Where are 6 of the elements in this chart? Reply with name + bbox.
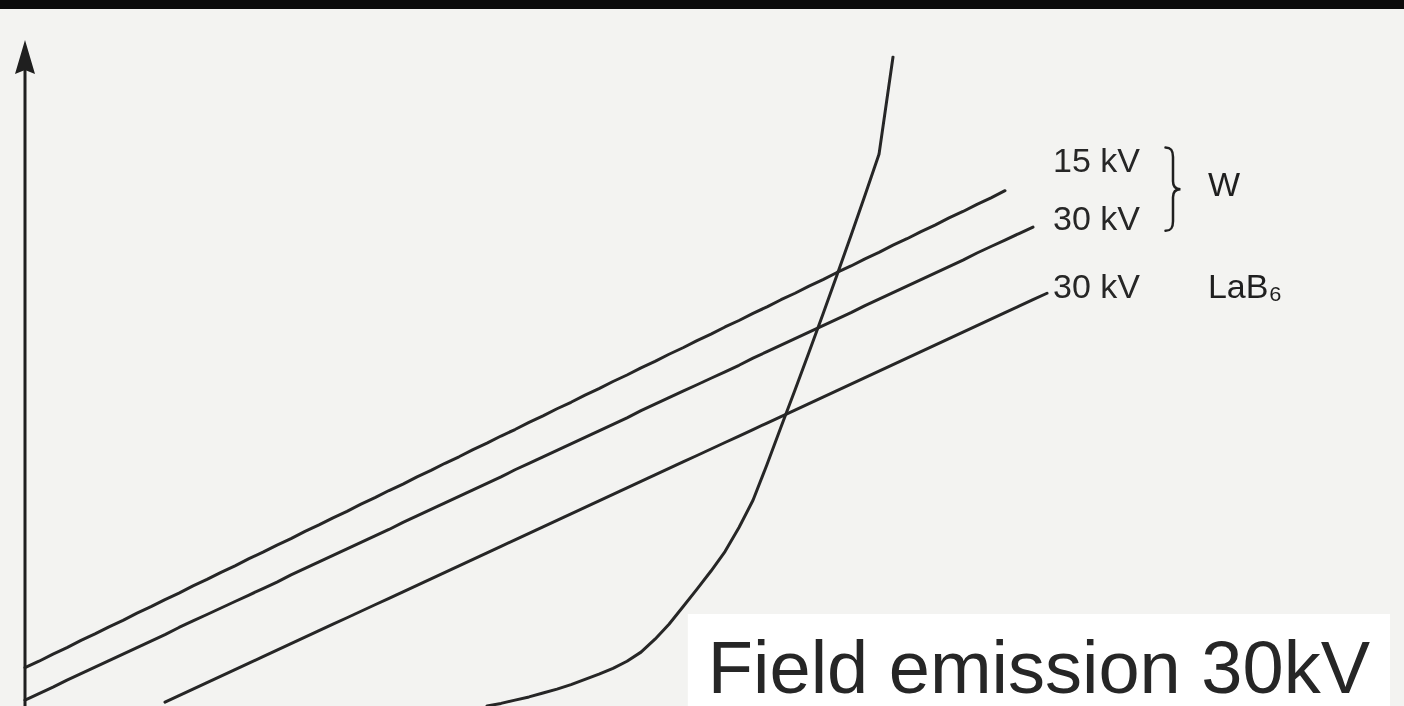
text: W <box>1207 164 1241 203</box>
text: LaB₆ <box>1207 267 1283 306</box>
series-label: 15 kV <box>1053 140 1141 179</box>
series-label: 30 kV <box>1053 267 1141 306</box>
series-label: Field emission 30kV <box>707 625 1371 706</box>
series-label: 30 kV <box>1053 199 1141 238</box>
